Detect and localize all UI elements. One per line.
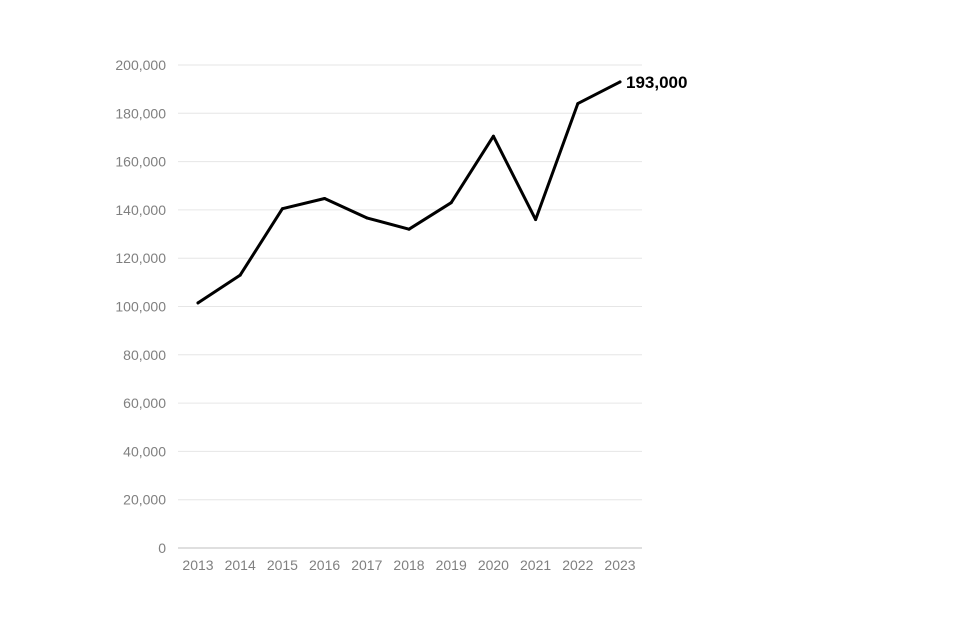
x-tick-label: 2017: [351, 557, 382, 573]
x-axis: 2013 2014 2015 2016 2017 2018 2019 2020 2021 2022…: [182, 557, 635, 573]
y-tick-label: 200,000: [115, 57, 166, 73]
x-tick-label: 2013: [182, 557, 213, 573]
y-tick-label: 140,000: [115, 202, 166, 218]
data-point: [323, 197, 327, 201]
x-tick-label: 2016: [309, 557, 340, 573]
y-tick-label: 60,000: [123, 395, 166, 411]
x-tick-label: 2018: [393, 557, 424, 573]
end-value-label: 193,000: [626, 73, 687, 92]
y-tick-label: 20,000: [123, 492, 166, 508]
data-point: [618, 80, 622, 84]
data-point: [196, 301, 200, 305]
data-point: [407, 227, 411, 231]
x-tick-label: 2020: [478, 557, 509, 573]
data-points: [196, 80, 622, 305]
x-tick-label: 2022: [562, 557, 593, 573]
x-tick-label: 2015: [267, 557, 298, 573]
y-tick-label: 100,000: [115, 299, 166, 315]
data-point: [534, 218, 538, 222]
x-tick-label: 2014: [225, 557, 256, 573]
gridlines: [178, 64, 642, 501]
data-point: [491, 134, 495, 138]
y-tick-label: 80,000: [123, 347, 166, 363]
x-tick-label: 2023: [604, 557, 635, 573]
y-axis: 0 20,000 40,000 60,000 80,000 100,000 120,000 1…: [115, 57, 166, 556]
data-point: [365, 216, 369, 220]
data-point: [576, 102, 580, 106]
series-line: [196, 80, 622, 305]
data-point: [238, 273, 242, 277]
y-tick-label: 0: [158, 540, 166, 556]
y-tick-label: 160,000: [115, 154, 166, 170]
y-tick-label: 40,000: [123, 443, 166, 459]
data-point: [280, 207, 284, 211]
y-tick-label: 180,000: [115, 105, 166, 121]
y-tick-label: 120,000: [115, 250, 166, 266]
data-point: [449, 201, 453, 205]
x-tick-label: 2019: [436, 557, 467, 573]
x-tick-label: 2021: [520, 557, 551, 573]
